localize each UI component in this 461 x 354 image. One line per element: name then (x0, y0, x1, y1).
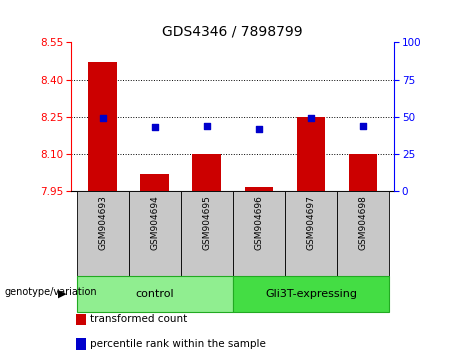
Bar (337, 191, 389, 276)
Bar (181, 191, 233, 276)
Bar (77, 276, 233, 312)
Point (359, 123, 366, 129)
Bar (285, 191, 337, 276)
Text: genotype/variation: genotype/variation (5, 287, 97, 297)
Text: GSM904697: GSM904697 (307, 195, 315, 250)
Bar (77, 191, 129, 276)
Bar (89, 62, 117, 191)
Bar (141, 174, 169, 191)
Bar (233, 276, 389, 312)
Text: GSM904694: GSM904694 (150, 195, 159, 250)
Text: ▶: ▶ (59, 289, 67, 299)
Bar (296, 117, 325, 191)
Text: Gli3T-expressing: Gli3T-expressing (265, 289, 357, 299)
Text: percentile rank within the sample: percentile rank within the sample (90, 339, 266, 349)
Title: GDS4346 / 7898799: GDS4346 / 7898799 (162, 24, 303, 39)
Point (151, 124, 159, 130)
Point (203, 123, 211, 129)
Point (99, 115, 106, 121)
Point (255, 126, 262, 132)
Text: transformed count: transformed count (90, 314, 187, 324)
Bar (233, 191, 285, 276)
Point (307, 115, 314, 121)
Text: GSM904693: GSM904693 (98, 195, 107, 250)
Text: control: control (136, 289, 174, 299)
Bar (193, 154, 221, 191)
Text: GSM904696: GSM904696 (254, 195, 263, 250)
Bar (244, 188, 273, 191)
Bar (349, 154, 377, 191)
Bar (129, 191, 181, 276)
Text: GSM904698: GSM904698 (358, 195, 367, 250)
Text: GSM904695: GSM904695 (202, 195, 211, 250)
